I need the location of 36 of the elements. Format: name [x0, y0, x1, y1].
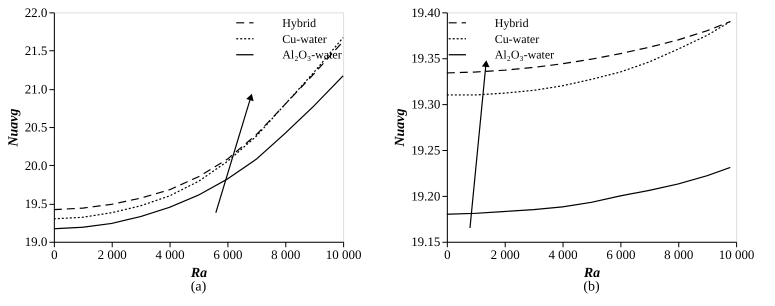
y-tick-label: 19.40 [411, 4, 440, 20]
legend-label: Al₂O₃-water [494, 48, 554, 62]
x-axis-title: Ra [190, 266, 208, 282]
x-tick-label: 4 000 [548, 247, 578, 262]
y-tick-label: 21.5 [24, 43, 48, 58]
x-tick-label: 8 000 [664, 247, 694, 262]
y-tick-label: 19.15 [411, 234, 440, 250]
x-tick-label: 4 000 [155, 247, 185, 262]
text: (a) [190, 280, 207, 295]
y-axis-title: Nuavg [6, 108, 22, 148]
y-tick-label: 19.25 [411, 142, 440, 158]
y-tick-label: 19.5 [24, 196, 48, 212]
y-axis-title: Nuavg [393, 108, 408, 148]
x-tick-label: 10 000 [326, 247, 362, 262]
x-tick-label: 6 000 [213, 247, 242, 262]
y-tick-label: 19.0 [24, 234, 48, 250]
x-tick-label: 6 000 [606, 247, 636, 262]
y-tick-label: 22.0 [24, 4, 48, 20]
legend-label: Cu-water [282, 32, 327, 46]
legend-label: Hybrid [494, 16, 529, 30]
text: (b) [583, 280, 600, 295]
x-tick-label: 10 000 [718, 247, 754, 262]
legend-label: Cu-water [494, 32, 540, 46]
x-tick-label: 8 000 [271, 247, 300, 262]
x-axis-title: Ra [582, 266, 600, 282]
y-tick-label: 19.35 [411, 50, 440, 66]
y-tick-label: 21.0 [24, 81, 48, 96]
x-tick-label: 2 000 [98, 247, 127, 262]
x-tick-label: 0 [51, 247, 58, 262]
y-tick-label: 19.20 [411, 188, 440, 204]
x-tick-label: 2 000 [490, 247, 520, 262]
y-tick-label: 19.30 [411, 96, 440, 112]
legend-label: Hybrid [282, 16, 316, 30]
y-tick-label: 20.5 [24, 120, 48, 135]
y-tick-label: 20.0 [24, 158, 48, 173]
x-tick-label: 0 [444, 247, 451, 262]
